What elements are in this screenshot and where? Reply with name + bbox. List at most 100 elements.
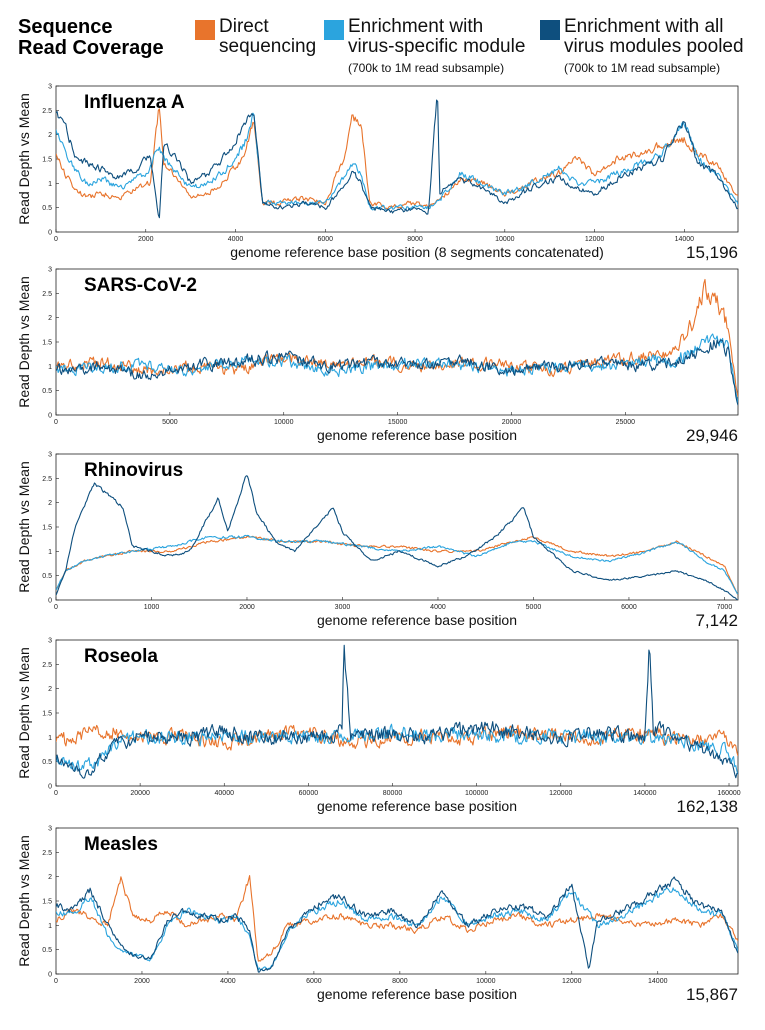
x-tick-label: 60000 (299, 790, 319, 797)
y-axis-label: Read Depth vs Mean (16, 461, 32, 593)
legend-note-pooled: (700k to 1M read subsample) (564, 61, 721, 75)
legend-swatch-direct (195, 20, 215, 40)
series-line-direct-sequencing (56, 535, 738, 596)
x-tick-label: 8000 (407, 236, 423, 243)
x-tick-label: 10000 (476, 978, 496, 985)
x-tick-label: 25000 (616, 419, 636, 426)
panel-title: Roseola (84, 646, 158, 667)
series-line-direct-sequencing (56, 278, 738, 398)
x-tick-label: 14000 (675, 236, 695, 243)
y-tick-label: 1.5 (42, 899, 52, 906)
y-tick-label: 2 (48, 315, 52, 322)
panel-title: SARS-CoV-2 (84, 275, 197, 296)
y-tick-label: 1 (48, 181, 52, 188)
x-tick-label: 2000 (239, 604, 255, 611)
chart-svg: 0 0.5 1 1.5 2 2.5 3 0 1000 2000 3000 4000 5000 6000 70… (16, 452, 739, 630)
x-axis-label: genome reference base position (317, 612, 517, 628)
y-tick-label: 1 (48, 364, 52, 371)
plot-frame (55, 827, 739, 975)
chart-svg: 0 0.5 1 1.5 2 2.5 3 0 2000 4000 6000 8000 10000 12000… (16, 84, 739, 262)
legend: Sequence Read Coverage Direct sequencing… (0, 0, 765, 84)
series-line-enrichment-with-virus-specific-module (56, 534, 738, 595)
y-tick-label: 2 (48, 874, 52, 881)
y-tick-label: 2.5 (42, 850, 52, 857)
x-tick-label: 4000 (220, 978, 236, 985)
y-tick-label: 1.5 (42, 711, 52, 718)
legend-note-virus-specific: (700k to 1M read subsample) (348, 61, 505, 75)
series-line-enrichment-with-virus-specific-module (56, 723, 738, 775)
y-tick-label: 0.5 (42, 573, 52, 580)
y-axis-label: Read Depth vs Mean (16, 647, 32, 779)
y-tick-label: 0.5 (42, 388, 52, 395)
y-tick-label: 2.5 (42, 291, 52, 298)
legend-label-line2: virus modules pooled (564, 36, 744, 57)
x-tick-label: 0 (54, 236, 58, 243)
panel-title: Measles (84, 834, 158, 855)
x-tick-label: 20000 (502, 419, 522, 426)
y-tick-label: 0 (48, 598, 52, 605)
y-tick-label: 1.5 (42, 340, 52, 347)
legend-swatch-pooled (540, 20, 560, 40)
series-line-enrichment-with-all-virus-modules-pooled (56, 99, 738, 219)
genome-length-label: 15,867 (686, 985, 738, 1004)
x-tick-label: 12000 (562, 978, 582, 985)
series-line-enrichment-with-virus-specific-module (56, 887, 738, 971)
y-tick-label: 2 (48, 132, 52, 139)
legend-swatch-virus-specific (324, 20, 344, 40)
x-tick-label: 7000 (717, 604, 733, 611)
x-tick-label: 10000 (274, 419, 294, 426)
y-tick-label: 3 (48, 452, 52, 459)
x-tick-label: 15000 (388, 419, 408, 426)
chart-svg: 0 0.5 1 1.5 2 2.5 3 0 5000 10000 15000 20000 25000 SA… (16, 267, 739, 445)
genome-length-label: 162,138 (677, 797, 738, 816)
legend-title: Sequence Read Coverage (18, 17, 164, 59)
x-tick-label: 160000 (717, 790, 740, 797)
x-tick-label: 8000 (392, 978, 408, 985)
series-line-direct-sequencing (56, 724, 738, 757)
x-axis-label: genome reference base position (317, 427, 517, 443)
x-axis-label: genome reference base position (317, 798, 517, 814)
x-tick-label: 5000 (162, 419, 178, 426)
chart-panel-rhinovirus: 0 0.5 1 1.5 2 2.5 3 0 1000 2000 3000 4000 5000 6000 70… (0, 450, 765, 642)
chart-panel-influenza-a: 0 0.5 1 1.5 2 2.5 3 0 2000 4000 6000 8000 10000 12000… (0, 82, 765, 274)
y-tick-label: 1.5 (42, 157, 52, 164)
y-tick-label: 3 (48, 267, 52, 274)
series-line-direct-sequencing (56, 108, 738, 210)
x-tick-label: 4000 (430, 604, 446, 611)
genome-length-label: 7,142 (695, 611, 738, 630)
y-axis-label: Read Depth vs Mean (16, 835, 32, 967)
y-tick-label: 0 (48, 972, 52, 979)
legend-label-line1: Enrichment with all (564, 16, 724, 37)
panel-title: Rhinovirus (84, 460, 183, 481)
y-tick-label: 2.5 (42, 108, 52, 115)
y-axis-label: Read Depth vs Mean (16, 276, 32, 408)
x-tick-label: 0 (54, 604, 58, 611)
series-line-enrichment-with-virus-specific-module (56, 112, 738, 211)
legend-title-line2: Read Coverage (18, 37, 164, 59)
series-line-enrichment-with-all-virus-modules-pooled (56, 339, 738, 406)
y-tick-label: 0.5 (42, 759, 52, 766)
legend-label-line2: virus-specific module (348, 36, 526, 57)
x-tick-label: 40000 (215, 790, 235, 797)
legend-label-line1: Direct (219, 16, 269, 37)
x-tick-label: 1000 (144, 604, 160, 611)
y-tick-label: 0 (48, 413, 52, 420)
series-line-enrichment-with-all-virus-modules-pooled (56, 475, 738, 600)
legend-title-line1: Sequence (18, 16, 113, 38)
legend-label-line2: sequencing (219, 36, 317, 57)
y-tick-label: 0 (48, 784, 52, 791)
x-tick-label: 14000 (648, 978, 668, 985)
y-tick-label: 3 (48, 84, 52, 91)
x-tick-label: 0 (54, 419, 58, 426)
series-line-enrichment-with-all-virus-modules-pooled (56, 644, 738, 779)
genome-length-label: 29,946 (686, 426, 738, 445)
y-tick-label: 2 (48, 686, 52, 693)
chart-svg: 0 0.5 1 1.5 2 2.5 3 0 2000 4000 6000 8000 10000 12000… (16, 826, 739, 1004)
y-tick-label: 0.5 (42, 947, 52, 954)
x-tick-label: 120000 (549, 790, 572, 797)
y-tick-label: 3 (48, 826, 52, 833)
y-tick-label: 1.5 (42, 525, 52, 532)
chart-panel-roseola: 0 0.5 1 1.5 2 2.5 3 0 20000 40000 60000 80000 100000… (0, 636, 765, 828)
x-tick-label: 140000 (633, 790, 656, 797)
y-tick-label: 0 (48, 230, 52, 237)
